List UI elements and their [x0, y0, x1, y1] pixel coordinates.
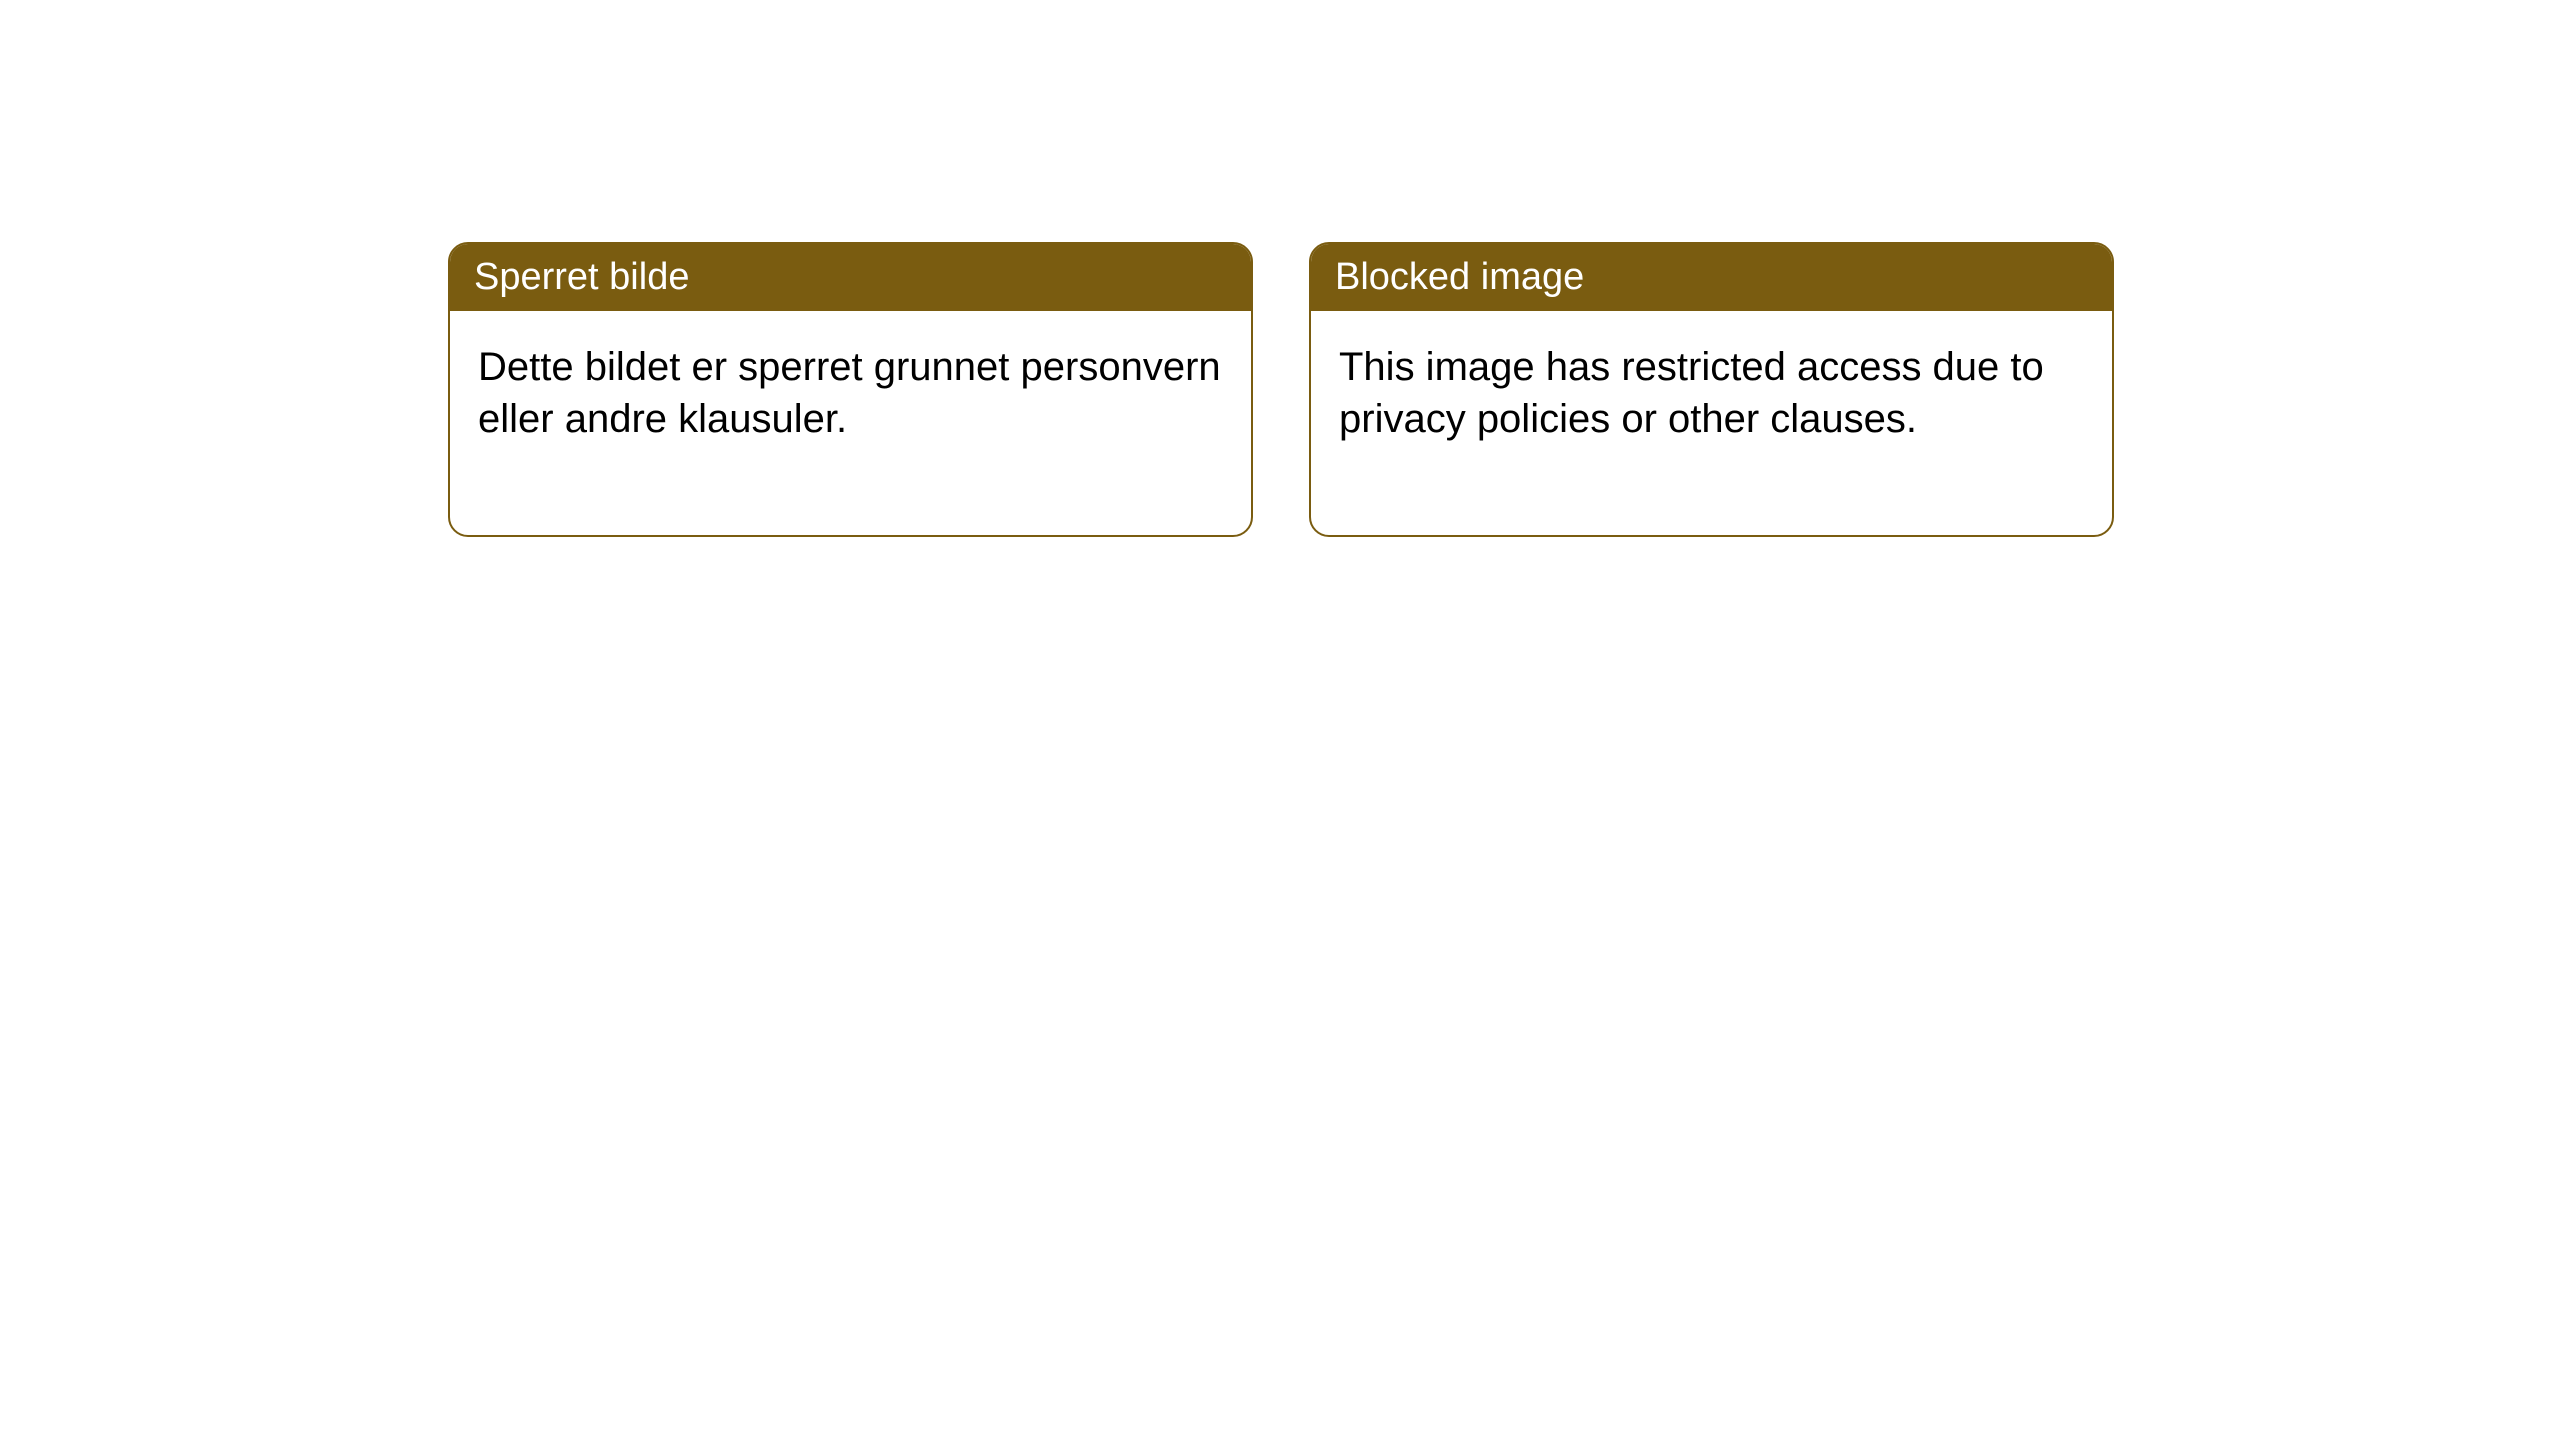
- notice-body-text: Dette bildet er sperret grunnet personve…: [478, 345, 1221, 441]
- notice-body: This image has restricted access due to …: [1311, 311, 2112, 535]
- notice-header: Blocked image: [1311, 244, 2112, 311]
- notice-header: Sperret bilde: [450, 244, 1251, 311]
- notice-container: Sperret bilde Dette bildet er sperret gr…: [448, 242, 2114, 537]
- notice-card-english: Blocked image This image has restricted …: [1309, 242, 2114, 537]
- notice-card-norwegian: Sperret bilde Dette bildet er sperret gr…: [448, 242, 1253, 537]
- notice-title: Blocked image: [1335, 256, 1584, 298]
- notice-body-text: This image has restricted access due to …: [1339, 345, 2044, 441]
- notice-body: Dette bildet er sperret grunnet personve…: [450, 311, 1251, 535]
- notice-title: Sperret bilde: [474, 256, 689, 298]
